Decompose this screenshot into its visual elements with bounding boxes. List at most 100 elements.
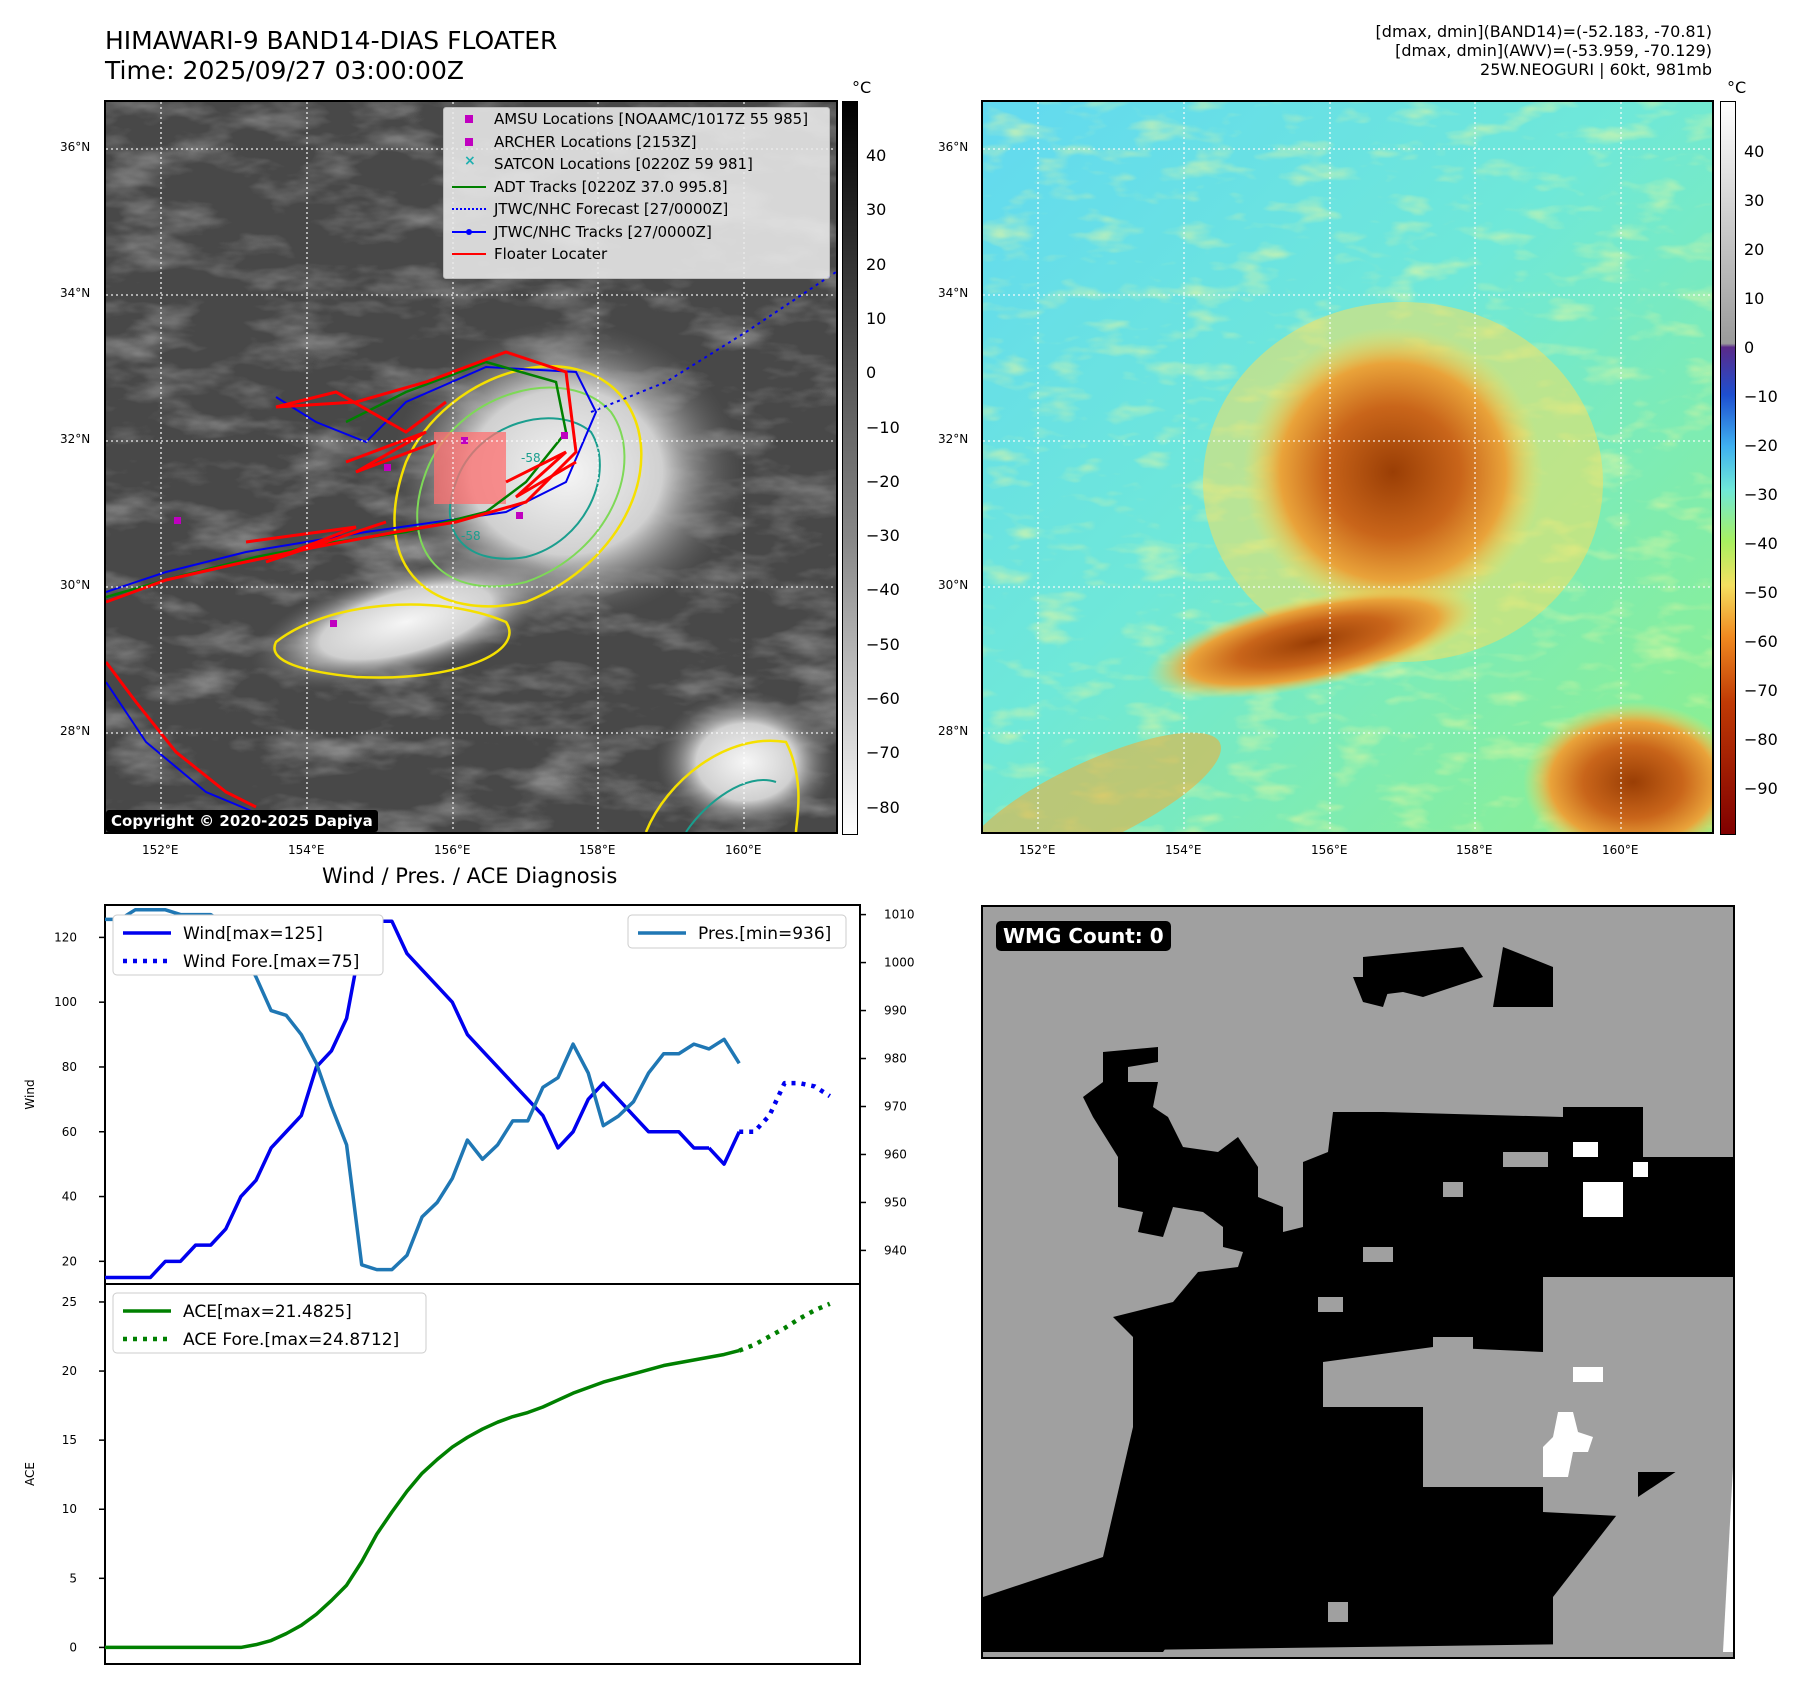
legend-box [627, 914, 847, 949]
wv-colorbar-tick: −30 [1744, 485, 1778, 504]
wv-colorbar-tick: −70 [1744, 681, 1778, 700]
wv-lat-30: 30°N [938, 578, 969, 592]
y-tick-label: 100 [54, 995, 77, 1009]
y-tick-label: 60 [62, 1125, 77, 1139]
wv-colorbar-unit: °C [1727, 78, 1747, 97]
legend-item: JTWC/NHC Tracks [27/0000Z] [444, 221, 829, 244]
ir-colorbar-tick: −30 [866, 526, 900, 546]
stats-line-1: [dmax, dmin](BAND14)=(-52.183, -70.81) [1375, 22, 1712, 41]
ir-colorbar-unit: °C [852, 78, 872, 97]
track-legend: AMSU Locations [NOAAMC/1017Z 55 985] ARCH… [443, 107, 830, 279]
ir-colorbar-tick: −60 [866, 689, 900, 708]
wv-lon-152: 152°E [1019, 843, 1056, 857]
contour-label-2: -58 [521, 451, 541, 465]
legend-label: AMSU Locations [NOAAMC/1017Z 55 985] [494, 110, 809, 129]
y-tick-label: 80 [62, 1060, 77, 1074]
legend-item: ARCHER Locations [2153Z] [444, 131, 829, 154]
contour-label-1: -58 [461, 529, 481, 543]
legend-label: Floater Locater [494, 245, 608, 264]
chart-legend: Wind[max=125] Wind Fore.[max=75] [112, 914, 384, 976]
legend-text: Wind Fore.[max=75] [183, 952, 359, 972]
y-tick-label: 0 [69, 1640, 77, 1654]
ir-colorbar-tick: −40 [866, 580, 900, 600]
wv-colorbar-tick: −40 [1744, 534, 1778, 553]
legend-x-icon: × [464, 153, 476, 170]
legend-text: Wind[max=125] [183, 924, 323, 944]
y2-tick-label: 970 [884, 1099, 907, 1113]
ir-lat-34: 34°N [60, 286, 91, 300]
y2-tick-label: 960 [884, 1147, 907, 1161]
legend-label: ADT Tracks [0220Z 37.0 995.8] [494, 177, 728, 196]
ir-colorbar-tick: −20 [866, 471, 900, 491]
series-line [707, 1131, 741, 1166]
wv-colorbar-tick: −60 [1744, 632, 1778, 651]
diagnosis-title: Wind / Pres. / ACE Diagnosis [322, 864, 618, 888]
ir-colorbar [842, 101, 858, 835]
wv-colorbar-tick: 10 [1744, 289, 1765, 308]
y-tick-label: 40 [62, 1190, 77, 1204]
y-tick-label: 15 [62, 1433, 77, 1447]
legend-item: AMSU Locations [NOAAMC/1017Z 55 985] [444, 108, 829, 131]
legend-item: × SATCON Locations [0220Z 59 981] [444, 153, 829, 176]
legend-line-icon [452, 247, 486, 261]
wv-lon-160: 160°E [1602, 843, 1639, 857]
y2-tick-label: 990 [884, 1004, 907, 1018]
ir-lat-36: 36°N [60, 140, 91, 154]
legend-square-icon [452, 135, 486, 149]
stats-block: [dmax, dmin](BAND14)=(-52.183, -70.81) [… [1376, 22, 1712, 79]
legend-label: JTWC/NHC Tracks [27/0000Z] [494, 222, 712, 241]
ir-lon-154: 154°E [288, 843, 325, 857]
wv-colorbar-tick: 0 [1744, 338, 1755, 357]
y2-tick-label: 980 [884, 1052, 907, 1066]
y-tick-label: 20 [62, 1254, 77, 1268]
wv-map-panel [981, 100, 1714, 834]
ir-lon-158: 158°E [579, 843, 616, 857]
legend-label: ARCHER Locations [2153Z] [494, 132, 697, 151]
legend-square-icon [452, 112, 486, 126]
wv-lon-158: 158°E [1456, 843, 1493, 857]
ace-chart: 0 5 10 15 20 25 ACE ACE[max=21.4825] ACE Fore.[m… [23, 1283, 861, 1665]
legend-box [112, 914, 384, 976]
legend-text: ACE[max=21.4825] [183, 1302, 352, 1322]
wv-colorbar [1720, 101, 1736, 835]
y2-tick-label: 940 [884, 1243, 907, 1257]
y-axis-label: Wind [23, 1079, 37, 1109]
y2-tick-label: 1000 [884, 956, 915, 970]
y-tick-label: 10 [62, 1502, 77, 1516]
legend-line-icon [452, 180, 486, 194]
legend-label: JTWC/NHC Forecast [27/0000Z] [494, 200, 729, 219]
copyright-label: Copyright © 2020-2025 Dapiya [106, 810, 378, 832]
legend-item: JTWC/NHC Forecast [27/0000Z] [444, 198, 829, 221]
wind-pressure-chart: 20 40 60 80 100 120 Wind 940 950 960 970 980 990 1000… [23, 904, 915, 1285]
chart-legend: ACE[max=21.4825] ACE Fore.[max=24.8712] [112, 1292, 427, 1354]
ir-colorbar-tick: −80 [866, 797, 900, 817]
wv-lat-28: 28°N [938, 724, 969, 738]
legend-item: Floater Locater [444, 243, 829, 266]
ir-lat-28: 28°N [60, 724, 91, 738]
wv-colorbar-tick: −10 [1744, 387, 1778, 406]
legend-item: ADT Tracks [0220Z 37.0 995.8] [444, 176, 829, 199]
y-tick-label: 5 [69, 1571, 77, 1585]
wv-colorbar-tick: −20 [1744, 436, 1778, 455]
wv-colorbar-tick: 30 [1744, 191, 1765, 210]
wv-lat-36: 36°N [938, 140, 969, 154]
chart-legend: Pres.[min=936] [627, 914, 847, 949]
y-tick-label: 20 [62, 1364, 77, 1378]
wv-colorbar-tick: −50 [1744, 583, 1778, 602]
legend-box [112, 1292, 427, 1354]
ir-lat-32: 32°N [60, 432, 91, 446]
legend-text: ACE Fore.[max=24.8712] [183, 1330, 399, 1350]
wmg-count-label: WMG Count: 0 [996, 921, 1171, 951]
series-line [105, 1348, 740, 1650]
stats-line-3: 25W.NEOGURI | 60kt, 981mb [1480, 60, 1712, 79]
wv-lon-154: 154°E [1165, 843, 1202, 857]
y2-tick-label: 950 [884, 1195, 907, 1209]
legend-dotted-icon [452, 202, 486, 216]
y-tick-label: 120 [54, 930, 77, 944]
figure-title: HIMAWARI-9 BAND14-DIAS FLOATER Time: 202… [105, 26, 557, 86]
title-line-1: HIMAWARI-9 BAND14-DIAS FLOATER [105, 26, 558, 55]
ir-colorbar-tick: −10 [866, 417, 900, 437]
wv-lat-32: 32°N [938, 432, 969, 446]
stats-line-2: [dmax, dmin](AWV)=(-53.959, -70.129) [1395, 41, 1712, 60]
wv-colorbar-tick: −90 [1744, 779, 1778, 798]
